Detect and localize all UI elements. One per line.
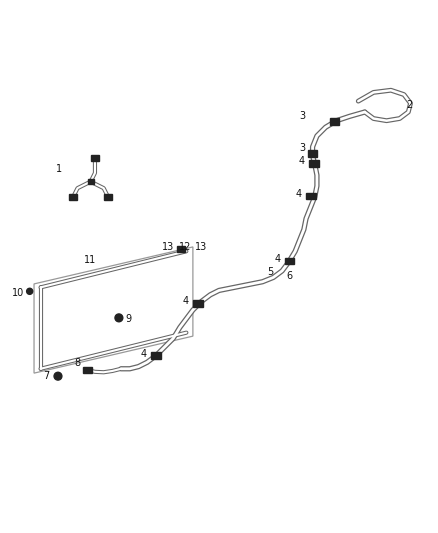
Circle shape xyxy=(115,314,123,322)
Text: 7: 7 xyxy=(43,371,49,381)
Text: 3: 3 xyxy=(300,143,306,152)
Text: 4: 4 xyxy=(274,254,280,264)
Text: 3: 3 xyxy=(300,111,306,122)
Text: 2: 2 xyxy=(406,100,413,110)
Circle shape xyxy=(54,372,62,380)
Text: 13: 13 xyxy=(162,242,175,252)
Bar xyxy=(308,150,318,157)
Circle shape xyxy=(27,288,33,294)
Text: 4: 4 xyxy=(296,189,302,199)
Text: 11: 11 xyxy=(84,255,96,265)
Bar xyxy=(193,300,203,307)
Text: 9: 9 xyxy=(125,314,131,324)
Bar xyxy=(151,352,161,359)
Bar xyxy=(285,257,294,264)
Bar xyxy=(91,155,99,160)
Bar xyxy=(177,246,185,252)
Text: 12: 12 xyxy=(179,242,191,252)
Text: 5: 5 xyxy=(267,266,273,277)
Text: 1: 1 xyxy=(56,164,62,174)
Bar xyxy=(88,180,94,184)
Text: 13: 13 xyxy=(195,242,207,252)
Bar xyxy=(104,194,112,200)
Bar xyxy=(329,118,339,125)
Text: 6: 6 xyxy=(286,271,293,281)
Text: 4: 4 xyxy=(141,350,147,359)
Bar xyxy=(69,194,77,200)
Bar xyxy=(83,367,92,373)
Bar xyxy=(307,193,316,199)
Text: 4: 4 xyxy=(299,156,305,166)
Bar xyxy=(309,160,319,167)
Text: 8: 8 xyxy=(74,358,81,368)
Text: 4: 4 xyxy=(183,296,189,306)
Text: 10: 10 xyxy=(12,288,25,297)
